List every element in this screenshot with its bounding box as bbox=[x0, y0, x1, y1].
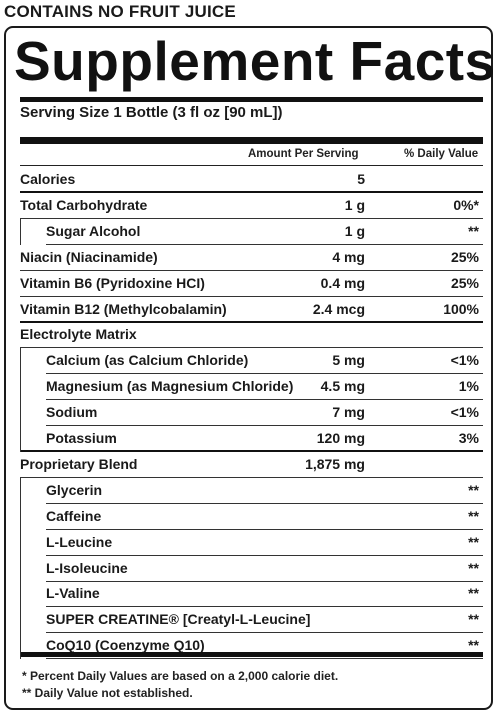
footnote-dv-not-established: ** Daily Value not established. bbox=[22, 686, 193, 700]
row-divider bbox=[46, 632, 483, 634]
footnote-percent-dv: * Percent Daily Values are based on a 2,… bbox=[22, 669, 339, 683]
facts-row: Niacin (Niacinamide) 4 mg 25% bbox=[20, 245, 483, 271]
nutrient-name: L-Leucine bbox=[46, 533, 113, 550]
nutrient-name: Caffeine bbox=[46, 507, 102, 524]
row-divider bbox=[46, 554, 483, 556]
facts-row: Magnesium (as Magnesium Chloride) 4.5 mg 1… bbox=[20, 374, 483, 401]
footer-rule bbox=[20, 652, 483, 657]
row-divider bbox=[46, 243, 483, 245]
nutrient-name: L-Valine bbox=[46, 585, 100, 602]
amount-per-serving: 1 g bbox=[344, 196, 365, 213]
amount-per-serving: 0.4 mg bbox=[320, 274, 365, 291]
nutrient-name: Total Carbohydrate bbox=[20, 196, 148, 213]
daily-value: 100% bbox=[443, 300, 479, 317]
header-note: CONTAINS NO FRUIT JUICE bbox=[4, 2, 236, 21]
nutrient-name: Electrolyte Matrix bbox=[20, 326, 137, 343]
daily-value: ** bbox=[468, 559, 479, 576]
nutrient-name: Calories bbox=[20, 171, 76, 187]
row-divider bbox=[46, 373, 483, 375]
daily-value: 3% bbox=[458, 430, 479, 446]
facts-row: Caffeine ** bbox=[20, 504, 483, 530]
facts-row: Sodium 7 mg <1% bbox=[20, 400, 483, 427]
facts-row: CoQ10 (Coenzyme Q10) ** bbox=[20, 633, 483, 660]
daily-value: <1% bbox=[450, 352, 479, 369]
nutrient-name: Glycerin bbox=[46, 481, 103, 498]
row-divider bbox=[20, 320, 483, 323]
daily-value: ** bbox=[468, 507, 479, 524]
daily-value: 25% bbox=[450, 274, 479, 291]
nutrient-name: Sodium bbox=[46, 404, 98, 421]
nutrient-name: Vitamin B6 (Pyridoxine HCI) bbox=[20, 274, 205, 291]
daily-value: 0%* bbox=[453, 196, 479, 213]
facts-row: Calcium (as Calcium Chloride) 5 mg <1% bbox=[20, 348, 483, 375]
indent-border bbox=[20, 477, 21, 660]
facts-row: Proprietary Blend 1,875 mg bbox=[20, 452, 483, 478]
indent-border bbox=[20, 218, 21, 245]
facts-row: Sugar Alcohol 1 g ** bbox=[20, 219, 483, 245]
title-rule bbox=[20, 97, 483, 102]
amount-per-serving: 4 mg bbox=[332, 248, 365, 265]
row-divider bbox=[46, 606, 483, 608]
nutrient-name: CoQ10 (Coenzyme Q10) bbox=[46, 637, 205, 654]
daily-value: ** bbox=[468, 481, 479, 498]
facts-row: L-Leucine ** bbox=[20, 530, 483, 556]
nutrient-name: Magnesium (as Magnesium Chloride) bbox=[46, 378, 294, 395]
facts-row: Vitamin B12 (Methylcobalamin) 2.4 mcg 100% bbox=[20, 297, 483, 323]
row-divider bbox=[20, 295, 483, 297]
row-divider bbox=[20, 217, 483, 219]
nutrient-name: Calcium (as Calcium Chloride) bbox=[46, 352, 249, 369]
amount-per-serving: 1,875 mg bbox=[305, 455, 365, 472]
nutrient-name: Potassium bbox=[46, 430, 117, 446]
facts-row: Electrolyte Matrix bbox=[20, 322, 483, 349]
amount-per-serving: 2.4 mcg bbox=[312, 300, 365, 317]
row-divider bbox=[20, 476, 483, 478]
nutrient-name: Sugar Alcohol bbox=[46, 222, 141, 239]
amount-column-header: Amount Per Serving bbox=[248, 148, 359, 160]
facts-row: Total Carbohydrate 1 g 0%* bbox=[20, 193, 483, 219]
facts-row: Calories 5 bbox=[20, 167, 483, 193]
panel-title: Supplement Facts bbox=[14, 30, 496, 92]
nutrient-name: Proprietary Blend bbox=[20, 455, 138, 472]
nutrient-name: SUPER CREATINE® [Creatyl-L-Leucine] bbox=[46, 611, 311, 628]
nutrient-name: Niacin (Niacinamide) bbox=[20, 248, 158, 265]
amount-per-serving: 5 bbox=[357, 171, 365, 187]
serving-size: Serving Size 1 Bottle (3 fl oz [90 mL]) bbox=[20, 104, 283, 121]
facts-row: L-Valine ** bbox=[20, 581, 483, 608]
dv-column-header: % Daily Value bbox=[404, 148, 479, 160]
row-divider bbox=[46, 658, 483, 660]
daily-value: ** bbox=[468, 637, 479, 654]
amount-per-serving: 4.5 mg bbox=[320, 378, 365, 395]
row-divider bbox=[46, 528, 483, 530]
header-rule bbox=[20, 165, 483, 166]
row-divider bbox=[46, 425, 483, 427]
daily-value: ** bbox=[468, 222, 479, 239]
serving-rule bbox=[20, 137, 483, 144]
amount-per-serving: 1 g bbox=[344, 222, 365, 239]
row-divider bbox=[20, 347, 483, 349]
row-divider bbox=[46, 502, 483, 504]
nutrient-name: L-Isoleucine bbox=[46, 559, 128, 576]
row-divider bbox=[46, 399, 483, 401]
facts-row: Glycerin ** bbox=[20, 478, 483, 504]
facts-row: Potassium 120 mg 3% bbox=[20, 426, 483, 452]
facts-row: L-Isoleucine ** bbox=[20, 556, 483, 582]
daily-value: 25% bbox=[450, 248, 479, 265]
amount-per-serving: 7 mg bbox=[332, 404, 365, 421]
daily-value: ** bbox=[468, 533, 479, 550]
daily-value: 1% bbox=[458, 378, 479, 395]
row-divider bbox=[20, 269, 483, 271]
amount-per-serving: 120 mg bbox=[316, 430, 365, 446]
row-divider bbox=[20, 191, 483, 193]
amount-per-serving: 5 mg bbox=[332, 352, 365, 369]
nutrient-name: Vitamin B12 (Methylcobalamin) bbox=[20, 300, 227, 317]
facts-row: SUPER CREATINE® [Creatyl-L-Leucine] ** bbox=[20, 607, 483, 634]
daily-value: <1% bbox=[450, 404, 479, 421]
row-divider bbox=[46, 580, 483, 582]
indent-border bbox=[20, 348, 21, 452]
facts-row: Vitamin B6 (Pyridoxine HCI) 0.4 mg 25% bbox=[20, 271, 483, 297]
daily-value: ** bbox=[468, 585, 479, 602]
daily-value: ** bbox=[468, 611, 479, 628]
row-divider bbox=[20, 450, 483, 452]
